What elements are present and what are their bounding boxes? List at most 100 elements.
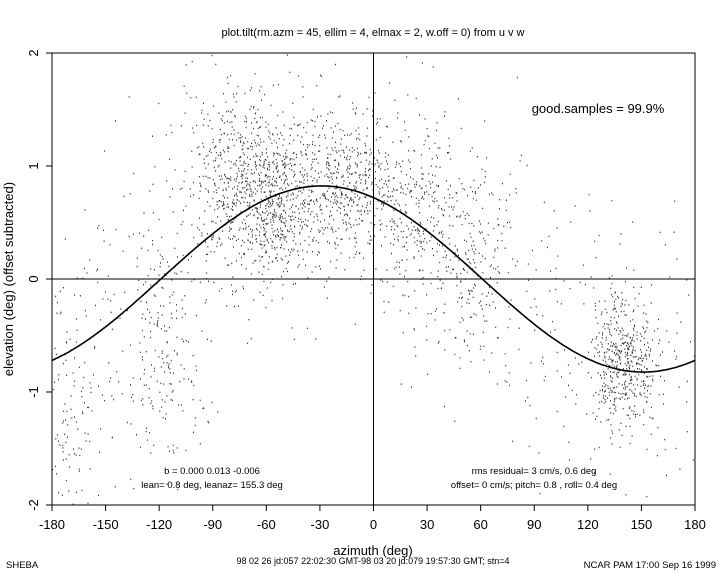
scatter-point [223, 149, 224, 151]
scatter-point [471, 245, 473, 247]
scatter-point [269, 190, 271, 192]
scatter-point [296, 124, 298, 127]
scatter-point [219, 151, 221, 154]
scatter-point [419, 221, 421, 224]
scatter-point [371, 183, 373, 185]
scatter-point [504, 247, 506, 249]
scatter-point [242, 174, 244, 176]
scatter-point [250, 337, 252, 340]
scatter-point [262, 166, 264, 168]
scatter-point [304, 174, 306, 176]
scatter-point [265, 121, 267, 123]
scatter-point [455, 337, 457, 339]
scatter-point [235, 192, 237, 194]
scatter-point [382, 186, 384, 189]
scatter-point [152, 405, 154, 407]
scatter-point [329, 215, 330, 217]
scatter-point [254, 73, 256, 75]
scatter-point [165, 134, 167, 136]
scatter-point [401, 259, 403, 261]
scatter-point [619, 362, 621, 364]
scatter-point [625, 386, 626, 388]
scatter-point [84, 402, 85, 404]
scatter-point [291, 164, 292, 167]
scatter-point [249, 202, 251, 204]
scatter-point [292, 152, 294, 154]
y-tick-label: 2 [26, 49, 41, 56]
scatter-point [353, 149, 355, 151]
x-tick-label: -180 [39, 517, 65, 532]
scatter-point [184, 170, 186, 173]
scatter-point [350, 133, 352, 135]
y-tick-label: 1 [26, 162, 41, 169]
scatter-point [375, 177, 376, 180]
scatter-point [647, 321, 649, 324]
scatter-point [211, 238, 213, 241]
scatter-point [604, 352, 606, 354]
scatter-point [333, 218, 335, 221]
scatter-point [372, 115, 374, 117]
scatter-point [81, 396, 83, 398]
scatter-point [614, 391, 616, 394]
scatter-point [211, 236, 213, 238]
scatter-point [233, 129, 235, 131]
scatter-point [578, 363, 580, 365]
scatter-point [259, 165, 261, 167]
scatter-point [564, 349, 566, 351]
scatter-point [603, 391, 605, 393]
scatter-point [57, 440, 59, 442]
scatter-point [347, 214, 349, 217]
scatter-point [630, 378, 632, 381]
scatter-point [273, 214, 275, 216]
scatter-point [649, 393, 651, 395]
scatter-point [600, 374, 601, 376]
scatter-point [66, 331, 68, 333]
scatter-point [208, 280, 209, 283]
scatter-point [270, 281, 272, 284]
scatter-point [674, 350, 676, 352]
scatter-point [235, 159, 237, 162]
scatter-point [380, 229, 381, 231]
scatter-point [405, 210, 407, 213]
scatter-point [449, 197, 451, 199]
scatter-point [614, 291, 616, 293]
scatter-point [611, 294, 612, 296]
scatter-point [166, 362, 168, 364]
scatter-point [663, 403, 665, 405]
scatter-point [200, 185, 202, 188]
scatter-point [249, 194, 251, 196]
scatter-point [484, 320, 486, 322]
scatter-point [646, 368, 648, 370]
scatter-point [340, 191, 342, 193]
scatter-point [281, 200, 282, 203]
scatter-point [333, 159, 335, 162]
scatter-point [624, 342, 626, 344]
scatter-point [477, 187, 479, 189]
scatter-point [293, 171, 295, 173]
scatter-point [82, 412, 84, 415]
scatter-point [220, 244, 221, 247]
scatter-point [269, 138, 271, 140]
scatter-point [347, 176, 349, 178]
scatter-point [217, 208, 219, 210]
scatter-point [131, 396, 132, 398]
scatter-point [636, 363, 637, 365]
scatter-point [432, 248, 433, 250]
scatter-point [384, 168, 386, 171]
scatter-point [668, 341, 670, 343]
scatter-point [602, 385, 604, 387]
scatter-point [483, 345, 485, 348]
scatter-point [379, 188, 381, 190]
scatter-point [255, 166, 257, 168]
scatter-point [240, 256, 242, 259]
scatter-point [253, 199, 255, 201]
scatter-point [410, 386, 412, 388]
scatter-point [491, 293, 493, 295]
scatter-point [630, 343, 632, 345]
scatter-point [367, 210, 369, 212]
scatter-point [179, 188, 181, 190]
x-tick-label: 60 [473, 517, 487, 532]
scatter-point [369, 174, 371, 176]
scatter-point [599, 401, 601, 404]
scatter-point [270, 104, 272, 107]
